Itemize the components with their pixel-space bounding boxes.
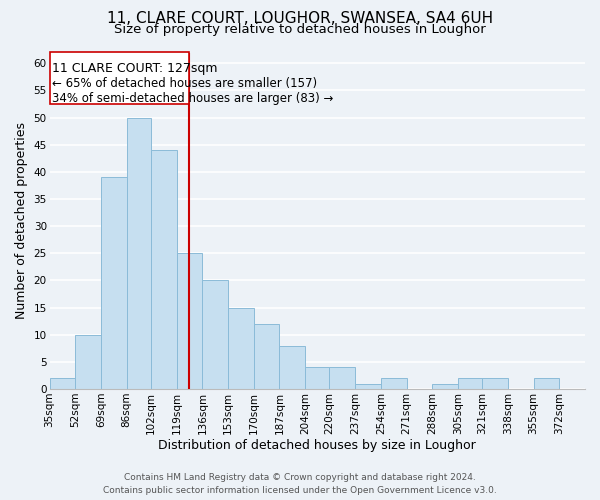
X-axis label: Distribution of detached houses by size in Loughor: Distribution of detached houses by size …	[158, 440, 476, 452]
Bar	[533, 378, 559, 389]
Y-axis label: Number of detached properties: Number of detached properties	[15, 122, 28, 320]
Bar	[482, 378, 508, 389]
Bar	[228, 308, 254, 389]
Text: Size of property relative to detached houses in Loughor: Size of property relative to detached ho…	[114, 24, 486, 36]
Bar	[50, 378, 75, 389]
Bar	[305, 368, 329, 389]
Bar	[127, 118, 151, 389]
Bar	[432, 384, 458, 389]
Text: 11 CLARE COURT: 127sqm: 11 CLARE COURT: 127sqm	[52, 62, 217, 76]
Bar	[75, 335, 101, 389]
Bar	[381, 378, 407, 389]
Bar	[280, 346, 305, 389]
Bar	[458, 378, 482, 389]
Bar	[355, 384, 381, 389]
Bar	[50, 52, 189, 104]
Text: ← 65% of detached houses are smaller (157): ← 65% of detached houses are smaller (15…	[52, 77, 317, 90]
Bar	[176, 254, 202, 389]
Bar	[329, 368, 355, 389]
Text: 34% of semi-detached houses are larger (83) →: 34% of semi-detached houses are larger (…	[52, 92, 333, 105]
Bar	[254, 324, 280, 389]
Bar	[101, 178, 127, 389]
Text: Contains HM Land Registry data © Crown copyright and database right 2024.
Contai: Contains HM Land Registry data © Crown c…	[103, 474, 497, 495]
Bar	[202, 280, 228, 389]
Text: 11, CLARE COURT, LOUGHOR, SWANSEA, SA4 6UH: 11, CLARE COURT, LOUGHOR, SWANSEA, SA4 6…	[107, 11, 493, 26]
Bar	[151, 150, 176, 389]
